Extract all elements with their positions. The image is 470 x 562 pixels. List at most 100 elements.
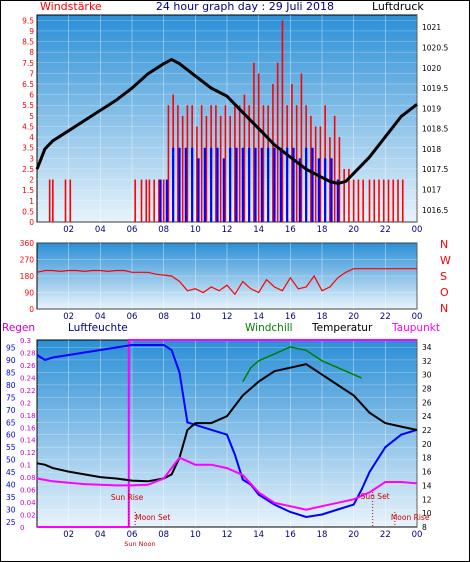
humidity-temperature-x-tick-label: 02 xyxy=(63,530,74,540)
temperature-tick-label: 32 xyxy=(422,357,432,366)
humidity-tick-label: 80 xyxy=(6,381,16,390)
rain-tick-label: 0.08 xyxy=(20,474,36,482)
rain-tick-label: 0.16 xyxy=(20,424,36,432)
humidity-tick-label: 45 xyxy=(6,468,16,477)
direction-tick-label: 180 xyxy=(20,272,35,281)
wind-pressure-x-tick-label: 00 xyxy=(412,225,423,235)
humidity-temperature-x-tick-label: 04 xyxy=(95,530,106,540)
wind-pressure-x-tick-label: 12 xyxy=(222,225,233,235)
wind-speed-tick-label: 1.5 xyxy=(22,186,34,195)
rain-tick-label: 0 xyxy=(20,524,24,532)
direction-compass-label: O xyxy=(440,286,449,299)
wind-direction-x-tick-label: 20 xyxy=(348,312,359,322)
temperature-tick-label: 28 xyxy=(422,384,432,393)
direction-compass-label: W xyxy=(440,254,451,267)
humidity-line xyxy=(36,344,418,519)
wind-speed-tick-label: 1 xyxy=(29,197,34,206)
humidity-temperature-x-tick-label: 22 xyxy=(380,530,391,540)
temperature-tick-label: 14 xyxy=(422,481,432,490)
wind-pressure-x-tick-label: 06 xyxy=(127,225,138,235)
rain-tick-label: 0.24 xyxy=(20,374,36,382)
wind-pressure-x-tick-label: 22 xyxy=(380,225,391,235)
wind-speed-tick-label: 6 xyxy=(29,91,34,100)
humidity-tick-label: 25 xyxy=(6,518,16,527)
temperature-tick-label: 26 xyxy=(422,398,432,407)
legend-label: Windchill xyxy=(245,322,293,334)
pressure-tick-label: 1019.5 xyxy=(422,84,448,93)
wind-pressure-x-tick-label: 16 xyxy=(285,225,296,235)
wind-speed-tick-label: 2 xyxy=(29,176,34,185)
rain-tick-label: 0.28 xyxy=(20,349,36,357)
wind-speed-tick-label: 4.5 xyxy=(22,122,34,131)
humidity-tick-label: 75 xyxy=(6,393,16,402)
legend-label: Luftfeuchte xyxy=(68,322,128,334)
wind-direction-x-tick-label: 22 xyxy=(380,312,391,322)
humidity-temperature-x-tick-label: 16 xyxy=(285,530,296,540)
wind-direction-x-tick-label: 16 xyxy=(285,312,296,322)
humidity-temperature-x-tick-label: 12 xyxy=(222,530,233,540)
header-right-title: Luftdruck xyxy=(372,0,424,13)
wind-speed-tick-label: 6.5 xyxy=(22,80,34,89)
direction-tick-label: 270 xyxy=(20,256,35,265)
rain-tick-label: 0.04 xyxy=(20,499,36,507)
rain-tick-label: 0.18 xyxy=(20,412,36,420)
wind-speed-tick-label: 5.5 xyxy=(22,101,34,110)
dewpoint-line xyxy=(36,456,418,511)
wind-speed-tick-label: 2.5 xyxy=(22,165,34,174)
wind-speed-tick-label: 3 xyxy=(29,154,34,163)
sun-rise-label: Sun Rise xyxy=(111,493,144,502)
humidity-temperature-x-tick-label: 08 xyxy=(158,530,169,540)
windchill-line xyxy=(242,346,362,382)
humidity-tick-label: 50 xyxy=(6,456,16,465)
pressure-tick-label: 1016.5 xyxy=(422,206,448,215)
temperature-tick-label: 8 xyxy=(422,523,427,532)
wind-pressure-x-tick-label: 04 xyxy=(95,225,106,235)
humidity-tick-label: 55 xyxy=(6,443,16,452)
wind-speed-tick-label: 0.5 xyxy=(22,207,34,216)
temperature-tick-label: 22 xyxy=(422,426,432,435)
wind-speed-tick-label: 8 xyxy=(29,48,34,57)
header-left-title: Windstärke xyxy=(40,0,102,13)
wind-pressure-x-tick-label: 18 xyxy=(317,225,328,235)
wind-speed-tick-label: 0 xyxy=(29,218,34,227)
rain-tick-label: 0.1 xyxy=(20,462,31,470)
wind-direction-x-tick-label: 00 xyxy=(412,312,423,322)
humidity-tick-label: 35 xyxy=(6,493,16,502)
sun-noon-label: Sun Noon xyxy=(124,540,155,548)
wind-pressure-x-tick-label: 20 xyxy=(348,225,359,235)
wind-direction-x-tick-label: 18 xyxy=(317,312,328,322)
temperature-tick-label: 16 xyxy=(422,468,432,477)
temperature-tick-label: 24 xyxy=(422,412,432,421)
pressure-tick-label: 1018 xyxy=(422,145,441,154)
wind-speed-tick-label: 9.5 xyxy=(22,16,34,25)
pressure-line xyxy=(35,57,418,185)
direction-tick-label: 360 xyxy=(20,239,35,248)
humidity-tick-label: 70 xyxy=(6,406,16,415)
wind-speed-tick-label: 7.5 xyxy=(22,59,34,68)
pressure-tick-label: 1017.5 xyxy=(422,165,448,174)
humidity-tick-label: 40 xyxy=(6,481,16,490)
moon-set-label: Moon Set xyxy=(135,513,170,522)
wind-speed-tick-label: 8.5 xyxy=(22,38,34,47)
rain-tick-label: 0.22 xyxy=(20,387,36,395)
humidity-tick-label: 60 xyxy=(6,431,16,440)
humidity-tick-label: 90 xyxy=(6,356,16,365)
humidity-temperature-x-tick-label: 20 xyxy=(348,530,359,540)
temperature-tick-label: 34 xyxy=(422,343,432,352)
wind-direction-x-tick-label: 02 xyxy=(63,312,74,322)
wind-direction-x-tick-label: 06 xyxy=(127,312,138,322)
pressure-tick-label: 1020.5 xyxy=(422,43,448,52)
temperature-tick-label: 12 xyxy=(422,495,432,504)
direction-compass-label: S xyxy=(440,270,447,283)
humidity-tick-label: 95 xyxy=(6,343,16,352)
wind-direction-x-tick-label: 10 xyxy=(190,312,201,322)
rain-tick-label: 0.06 xyxy=(20,487,36,495)
wind-speed-tick-label: 3.5 xyxy=(22,144,34,153)
legend-label: Taupunkt xyxy=(391,322,440,334)
rain-tick-label: 0.2 xyxy=(20,399,31,407)
wind-speed-tick-label: 5 xyxy=(29,112,34,121)
wind-direction-x-tick-label: 04 xyxy=(95,312,106,322)
rain-tick-label: 0.3 xyxy=(20,337,31,345)
rain-line xyxy=(37,339,417,528)
